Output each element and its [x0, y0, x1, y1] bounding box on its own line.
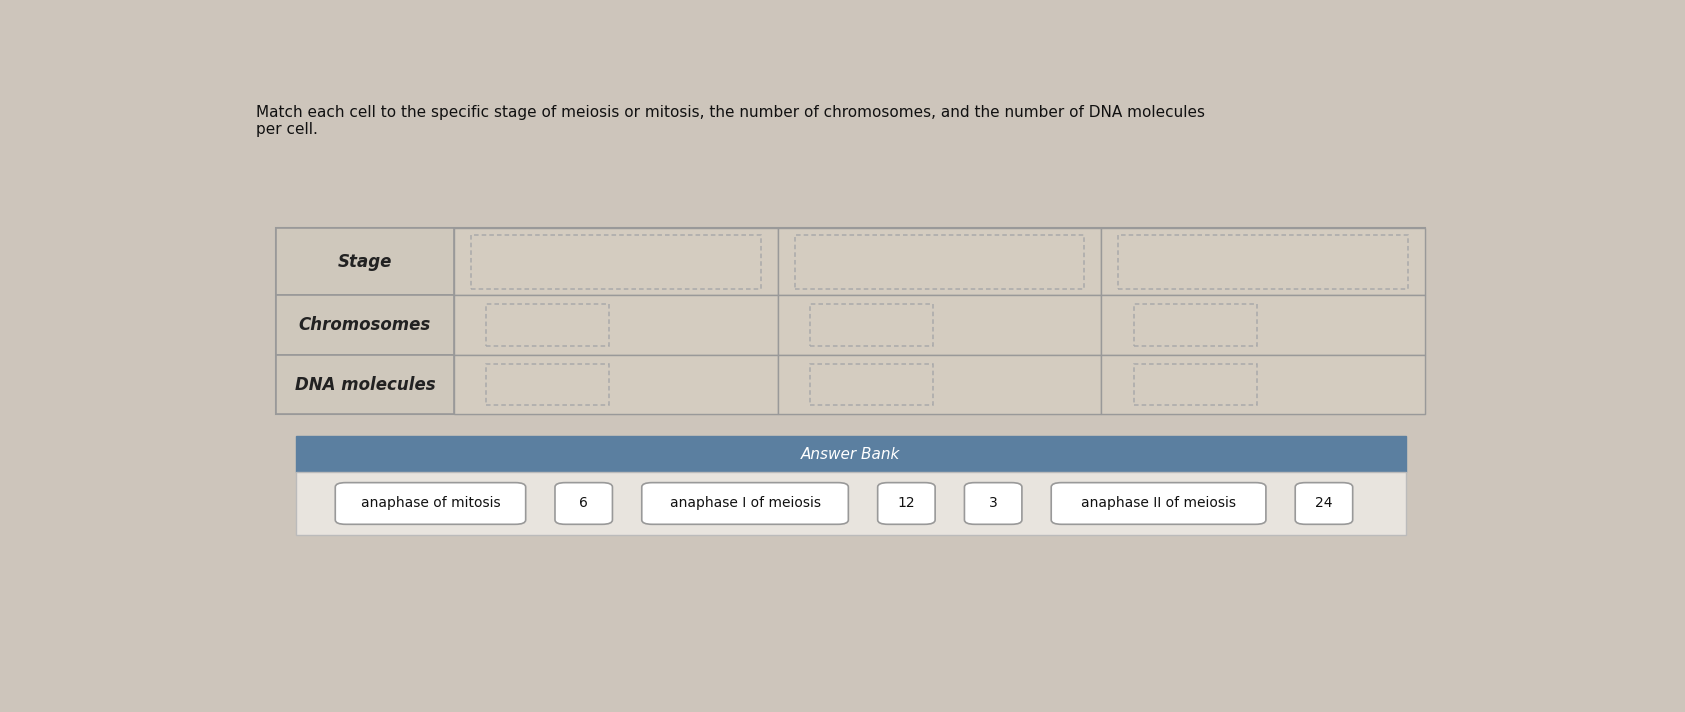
Bar [487, 304, 610, 346]
Text: DNA molecules: DNA molecules [295, 375, 435, 394]
Bar [276, 295, 453, 355]
Bar [472, 234, 760, 288]
FancyBboxPatch shape [335, 483, 526, 524]
Bar [1134, 304, 1257, 346]
Bar [778, 228, 1102, 295]
FancyBboxPatch shape [964, 483, 1021, 524]
Bar [810, 304, 933, 346]
Bar [1102, 228, 1426, 295]
Bar [795, 234, 1085, 288]
FancyBboxPatch shape [1296, 483, 1353, 524]
Bar [276, 228, 453, 295]
Bar [276, 355, 453, 414]
FancyBboxPatch shape [878, 483, 935, 524]
Text: 3: 3 [989, 496, 998, 511]
Bar [453, 355, 778, 414]
Text: 6: 6 [580, 496, 588, 511]
FancyBboxPatch shape [554, 483, 612, 524]
Text: anaphase of mitosis: anaphase of mitosis [361, 496, 500, 511]
Text: Stage: Stage [337, 253, 393, 271]
Text: 24: 24 [1316, 496, 1333, 511]
Text: Chromosomes: Chromosomes [298, 316, 431, 334]
FancyBboxPatch shape [642, 483, 848, 524]
Text: Match each cell to the specific stage of meiosis or mitosis, the number of chrom: Match each cell to the specific stage of… [256, 105, 1205, 137]
Bar [1119, 234, 1409, 288]
Bar [295, 436, 1405, 472]
Bar [1102, 355, 1426, 414]
Bar [810, 364, 933, 405]
Text: anaphase I of meiosis: anaphase I of meiosis [669, 496, 821, 511]
Bar [1134, 364, 1257, 405]
FancyBboxPatch shape [1051, 483, 1265, 524]
Text: anaphase II of meiosis: anaphase II of meiosis [1082, 496, 1237, 511]
Bar [778, 355, 1102, 414]
Text: 12: 12 [898, 496, 915, 511]
Bar [1102, 295, 1426, 355]
Bar [276, 228, 1426, 414]
Bar [778, 295, 1102, 355]
Text: Answer Bank: Answer Bank [800, 446, 900, 461]
Bar [453, 228, 778, 295]
Bar [295, 472, 1405, 535]
Bar [453, 295, 778, 355]
Bar [487, 364, 610, 405]
